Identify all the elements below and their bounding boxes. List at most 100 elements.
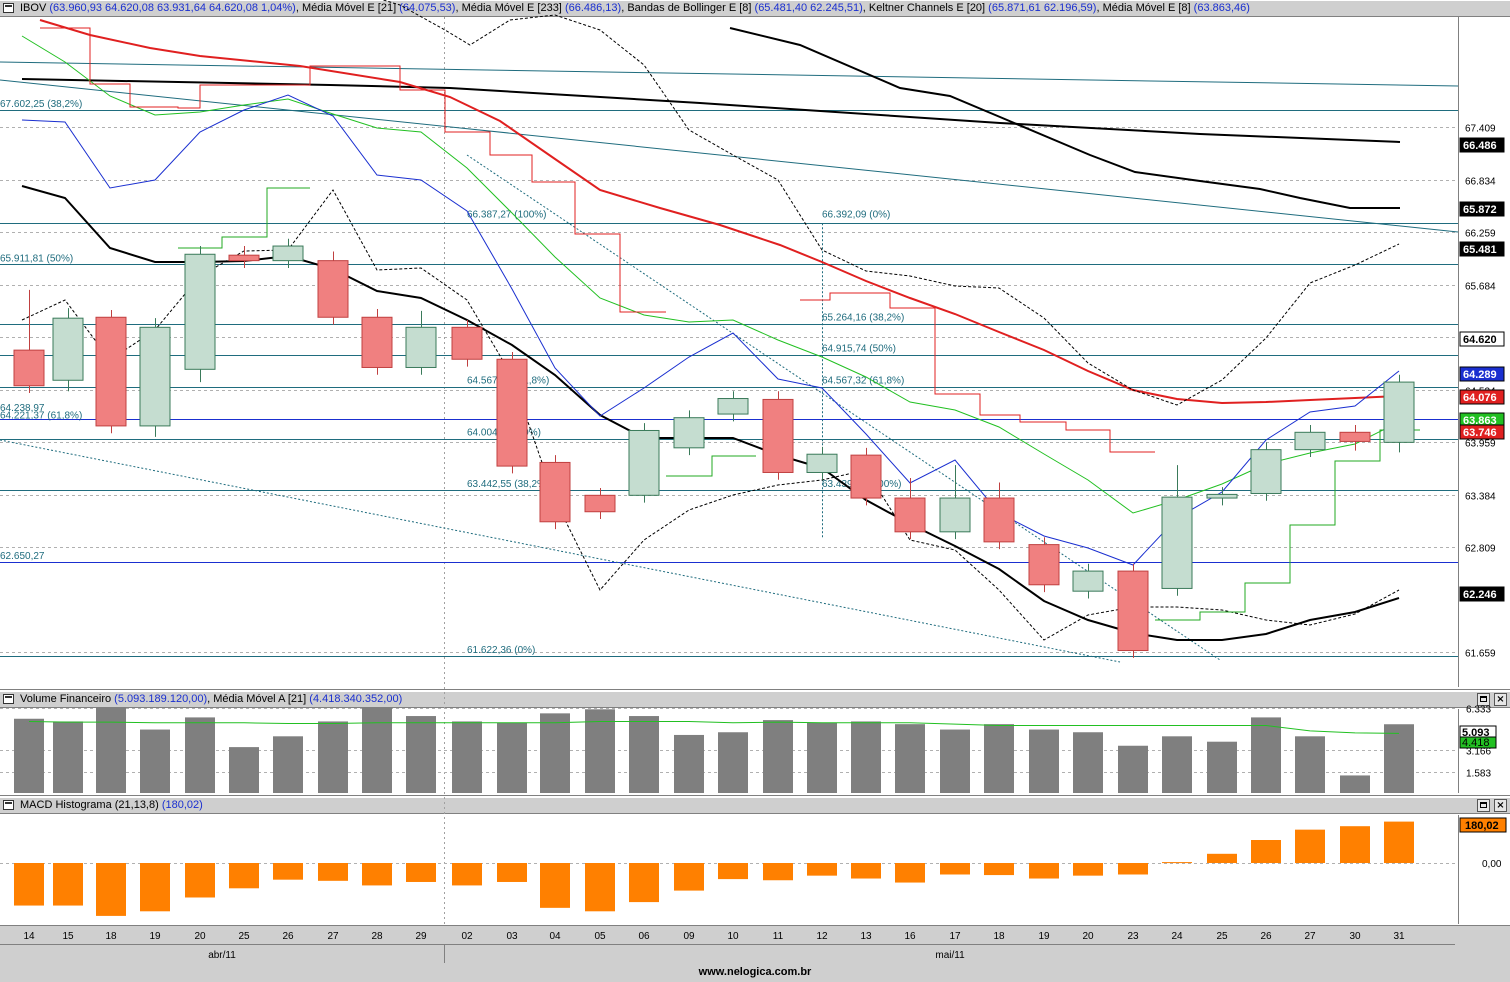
- candle-body: [1383, 381, 1415, 443]
- x-tick-label: 13: [860, 931, 872, 942]
- candle-body: [1294, 431, 1326, 451]
- price-tag-label: 63.863: [1463, 415, 1497, 427]
- x-tick-label: 24: [1171, 931, 1183, 942]
- x-tick-label: 20: [1082, 931, 1094, 942]
- price-tag: [1459, 586, 1505, 602]
- fibonacci-label: 62.650,27: [0, 551, 45, 562]
- fibonacci-label: 64.915,74 (50%): [822, 344, 896, 355]
- macd-bar: [674, 863, 704, 891]
- macd-bar: [1384, 821, 1414, 863]
- y-tick-label: 63.959: [1465, 439, 1496, 450]
- fibonacci-label: 64.221,37 (61,8%): [0, 410, 82, 421]
- macd-bar: [807, 863, 837, 876]
- candle-body: [95, 316, 127, 427]
- volume-bar: [807, 722, 837, 793]
- candle-body: [1117, 570, 1149, 652]
- volume-bar: [718, 732, 748, 793]
- keltner-value: (65.871,61 62.196,59): [988, 2, 1097, 14]
- ema8-label: Média Móvel E [8]: [1102, 2, 1191, 14]
- y-tick-label: 62.809: [1465, 544, 1496, 555]
- close-button[interactable]: ×: [1494, 693, 1507, 706]
- volume-ma-tag-label: 4.418: [1462, 737, 1490, 749]
- x-tick-label: 20: [194, 931, 206, 942]
- volume-bar: [895, 724, 925, 793]
- candle-body: [361, 316, 393, 368]
- x-tick-label: 19: [1038, 931, 1050, 942]
- fibonacci-label: 63.442,55 (38,2%): [467, 479, 549, 490]
- volume-bar: [497, 722, 527, 793]
- volume-bar: [585, 709, 615, 793]
- volume-bar: [362, 707, 392, 793]
- fibonacci-label: 64.238,97: [0, 403, 45, 414]
- price-tag-label: 63.746: [1463, 427, 1497, 439]
- y-tick-label: 67.409: [1465, 124, 1496, 135]
- candle-body: [806, 453, 838, 473]
- candle-body: [628, 429, 660, 496]
- volume-bar: [1384, 724, 1414, 793]
- price-panel-header: IBOV (63.960,93 64.620,08 63.931,64 64.6…: [0, 0, 1510, 17]
- x-tick-label: 31: [1393, 931, 1405, 942]
- price-panel-bg: [0, 17, 1510, 687]
- ema21-value: (64.075,53): [399, 2, 456, 14]
- volume-bar: [851, 721, 881, 793]
- macd-bar: [629, 863, 659, 903]
- maximize-button[interactable]: [1477, 693, 1490, 706]
- x-tick-label: 03: [506, 931, 518, 942]
- panel-menu-icon[interactable]: [3, 3, 14, 13]
- macd-bar: [585, 863, 615, 912]
- panel-menu-icon[interactable]: [3, 694, 14, 704]
- maximize-button[interactable]: [1477, 799, 1490, 812]
- candle-body: [405, 326, 437, 368]
- macd-bar: [362, 863, 392, 886]
- x-tick-label: 18: [993, 931, 1005, 942]
- x-tick-label: 09: [683, 931, 695, 942]
- price-tag-label: 64.289: [1463, 369, 1497, 381]
- x-tick-label: 14: [23, 931, 35, 942]
- close-button[interactable]: ×: [1494, 799, 1507, 812]
- volume-bar: [1118, 745, 1148, 793]
- ohlc-values: (63.960,93 64.620,08 63.931,64 64.620,08…: [49, 2, 296, 14]
- x-tick-label: 23: [1127, 931, 1139, 942]
- volume-bar: [452, 721, 482, 793]
- candle-body: [1206, 493, 1238, 499]
- volume-bar: [229, 747, 259, 793]
- x-tick-label: 04: [549, 931, 561, 942]
- candle-body: [317, 260, 349, 318]
- volume-bar: [273, 736, 303, 793]
- volume-bar: [1251, 717, 1281, 793]
- macd-bar: [185, 863, 215, 898]
- macd-bar: [406, 863, 436, 882]
- month-label: abr/11: [208, 950, 236, 961]
- x-tick-label: 26: [282, 931, 294, 942]
- macd-tick-label: 0,00: [1482, 859, 1502, 870]
- candle-body: [850, 454, 882, 499]
- fibonacci-label: 66.387,27 (100%): [467, 209, 547, 220]
- macd-bar: [763, 863, 793, 881]
- x-tick-label: 12: [816, 931, 828, 942]
- macd-bar: [984, 863, 1014, 876]
- x-tick-label: 10: [727, 931, 739, 942]
- volume-bar: [1029, 729, 1059, 793]
- macd-title: MACD Histograma (21,13,8): [20, 799, 159, 811]
- candle-body: [451, 326, 483, 360]
- panel-menu-icon[interactable]: [3, 800, 14, 810]
- ema8-value: (63.863,46): [1193, 2, 1250, 14]
- volume-bar: [629, 716, 659, 793]
- x-tick-label: 27: [327, 931, 339, 942]
- y-tick-label: 61.659: [1465, 649, 1496, 660]
- candle-body: [496, 358, 528, 467]
- volume-bar: [318, 721, 348, 793]
- x-tick-label: 25: [238, 931, 250, 942]
- candle-body: [673, 417, 705, 449]
- x-tick-label: 19: [149, 931, 161, 942]
- bollinger-value: (65.481,40 62.245,51): [754, 2, 863, 14]
- macd-bar: [1118, 863, 1148, 875]
- volume-bar: [674, 734, 704, 793]
- candle-body: [1339, 431, 1371, 442]
- x-tick-label: 11: [773, 931, 784, 942]
- x-tick-label: 06: [638, 931, 650, 942]
- macd-bar: [718, 863, 748, 880]
- fibonacci-label: 67.602,25 (38,2%): [0, 99, 82, 110]
- price-tag-label: 62.246: [1463, 589, 1497, 601]
